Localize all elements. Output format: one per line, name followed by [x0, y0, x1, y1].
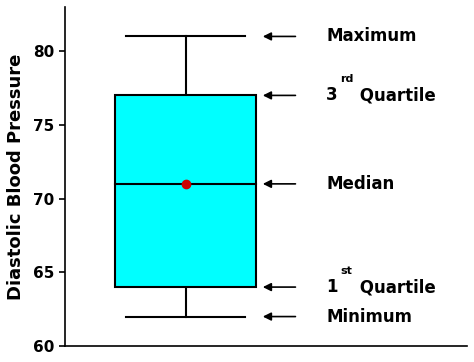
Text: rd: rd [340, 74, 354, 84]
Text: Maximum: Maximum [327, 28, 417, 46]
Text: Median: Median [327, 175, 395, 193]
Y-axis label: Diastolic Blood Pressure: Diastolic Blood Pressure [7, 53, 25, 300]
Text: Quartile: Quartile [355, 87, 436, 104]
Text: st: st [340, 266, 352, 276]
FancyBboxPatch shape [115, 96, 256, 287]
Text: 1: 1 [327, 278, 338, 296]
Text: Quartile: Quartile [355, 278, 436, 296]
Text: Minimum: Minimum [327, 308, 412, 325]
Text: 3: 3 [327, 87, 338, 104]
